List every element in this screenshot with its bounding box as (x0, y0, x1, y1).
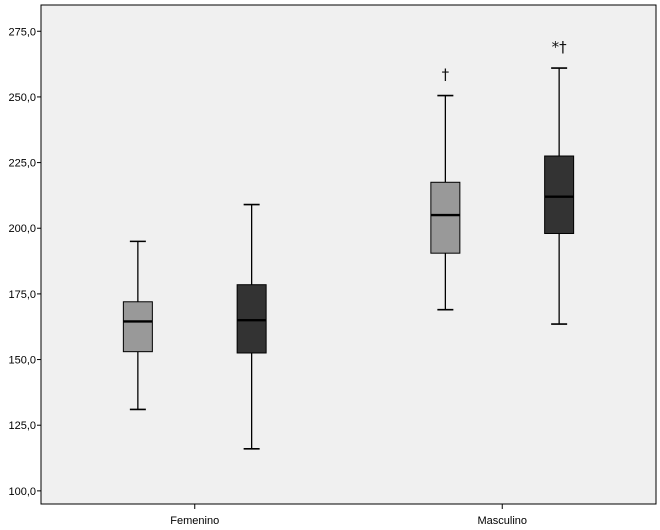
y-tick-label: 250,0 (8, 92, 36, 104)
y-axis: 100,0 125,0 150,0 175,0 200,0 225,0 250,0 275,0 (8, 26, 41, 498)
x-category-label: Masculino (477, 515, 527, 527)
y-tick-label: 100,0 (8, 486, 36, 498)
iqr-box (122, 301, 153, 353)
y-tick-label: 225,0 (8, 158, 36, 170)
box-femenino-series-1 (122, 240, 153, 411)
iqr-box (544, 155, 575, 234)
y-tick-label: 275,0 (8, 26, 36, 38)
y-tick-label: 125,0 (8, 420, 36, 432)
significance-marker: *† (552, 38, 568, 56)
box-femenino-series-2 (236, 203, 267, 450)
x-category-label: Femenino (170, 515, 219, 527)
y-tick-label: 150,0 (8, 355, 36, 367)
iqr-box (236, 284, 267, 354)
y-tick-label: 200,0 (8, 223, 36, 235)
box-masculino-series-1: † (430, 66, 461, 311)
significance-marker: † (442, 66, 450, 84)
boxes: † *† (122, 38, 575, 450)
plot-area (40, 4, 657, 505)
y-tick-label: 175,0 (8, 289, 36, 301)
x-axis: Femenino Masculino (170, 504, 527, 527)
box-masculino-series-2: *† (544, 38, 575, 325)
iqr-box (430, 181, 461, 254)
